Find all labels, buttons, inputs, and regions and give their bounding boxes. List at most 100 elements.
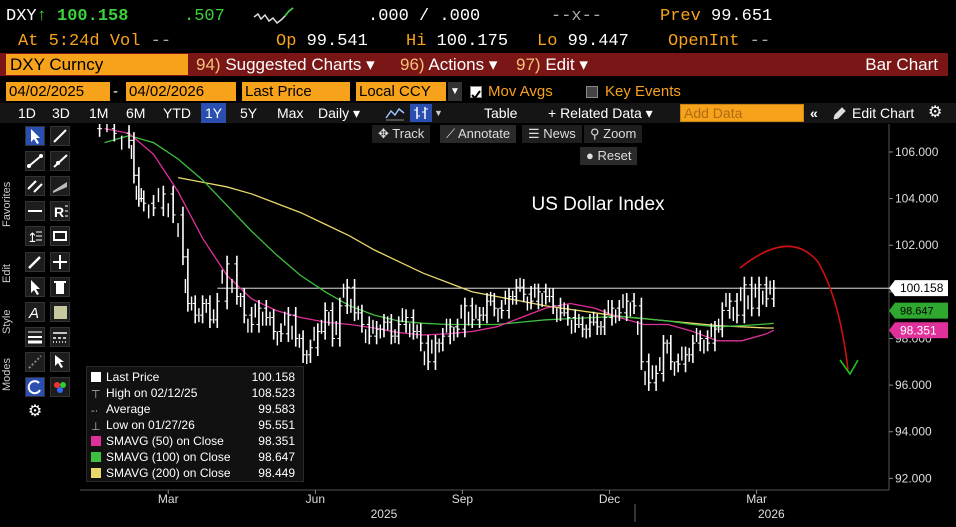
- legend-high[interactable]: ⊤ High on 02/12/25 108.523: [91, 385, 301, 401]
- sparkline-icon: [253, 7, 294, 25]
- add-data-input[interactable]: Add Data: [680, 104, 804, 122]
- actions-num: 96): [400, 55, 425, 74]
- settings-gear-icon[interactable]: ⚙: [27, 403, 43, 420]
- field-select[interactable]: Last Price: [242, 82, 350, 101]
- legend-sma100[interactable]: SMAVG (100) on Close 98.647: [91, 449, 301, 465]
- retracement-tool-icon[interactable]: R: [50, 201, 70, 221]
- channel-tool-icon[interactable]: [25, 176, 45, 196]
- legend-last-label: Last Price: [106, 370, 160, 384]
- legend-sma100-value: 98.647: [258, 450, 295, 464]
- legend-low[interactable]: ⊥ Low on 01/27/26 95.551: [91, 417, 301, 433]
- open-label: Op: [276, 32, 297, 51]
- svg-text:A: A: [28, 305, 39, 321]
- line-tool-icon[interactable]: [50, 126, 70, 146]
- legend-sma50[interactable]: SMAVG (50) on Close 98.351: [91, 433, 301, 449]
- range-ytd[interactable]: YTD: [163, 105, 191, 121]
- ticker: DXY: [6, 7, 37, 26]
- chart-area[interactable]: 92.00094.00096.00098.000100.000102.00010…: [0, 124, 956, 527]
- line-style-icon[interactable]: [50, 327, 70, 347]
- trash-icon[interactable]: [50, 277, 70, 297]
- news-button[interactable]: ☰ News: [522, 125, 582, 143]
- bar-chart-icon[interactable]: [410, 104, 432, 122]
- range-3d[interactable]: 3D: [52, 105, 70, 121]
- x-tick-label: Mar: [158, 492, 179, 506]
- last-price-tag-bg: [889, 280, 948, 297]
- fill-color-icon[interactable]: [50, 302, 70, 322]
- security-field[interactable]: DXY Curncy: [6, 54, 188, 75]
- related-data-button[interactable]: + Related Data ▾: [548, 105, 653, 121]
- chart-style-dropdown-icon[interactable]: ▼: [434, 108, 443, 118]
- last-price-tag: 100.158: [889, 280, 948, 297]
- legend-sma100-label: SMAVG (100) on Close: [106, 450, 231, 464]
- mov-avgs-checkbox[interactable]: [470, 86, 482, 100]
- actions-menu[interactable]: 96) Actions ▾: [400, 54, 497, 75]
- horizontal-line-icon[interactable]: [25, 201, 45, 221]
- svg-text:↥: ↥: [27, 230, 38, 245]
- legend-average-value: 99.583: [258, 402, 295, 416]
- y-tick-label: 104.000: [895, 192, 939, 206]
- range-1y[interactable]: 1Y: [201, 103, 227, 123]
- track-button[interactable]: ✥ Track: [372, 125, 431, 143]
- draw-pen-icon[interactable]: [25, 252, 45, 272]
- currency-select[interactable]: Local CCY: [356, 82, 446, 101]
- suggested-charts-menu[interactable]: 94) Suggested Charts ▾: [196, 54, 375, 75]
- vertical-measure-icon[interactable]: ↥: [25, 226, 45, 246]
- x-tick-label: Dec: [599, 492, 620, 506]
- zoom-button[interactable]: ⚲ Zoom: [584, 125, 643, 143]
- y-tick-label: 106.000: [895, 145, 939, 159]
- select-region-icon[interactable]: [50, 352, 70, 372]
- range-max[interactable]: Max: [277, 105, 304, 121]
- trendline-tool-icon[interactable]: [25, 151, 45, 171]
- x-axis-ticks: Mar Jun Sep Dec Mar 2025 2026: [158, 490, 785, 521]
- edit-menu[interactable]: 97) Edit ▾: [516, 54, 588, 75]
- period-select[interactable]: Daily ▾: [318, 105, 361, 121]
- rectangle-tool-icon[interactable]: [50, 226, 70, 246]
- edit-chart-button[interactable]: Edit Chart: [852, 105, 915, 121]
- crosshair-mode-icon[interactable]: [25, 352, 45, 372]
- chart-type-label[interactable]: Bar Chart: [865, 55, 938, 74]
- menu-bar: DXY Curncy 94) Suggested Charts ▾ 96) Ac…: [0, 53, 948, 76]
- fib-tool-icon[interactable]: [50, 176, 70, 196]
- legend-sma200-value: 98.449: [258, 466, 295, 480]
- last-price-tag-text: 100.158: [900, 281, 944, 295]
- line-weight-icon[interactable]: [25, 327, 45, 347]
- text-style-icon[interactable]: A: [25, 302, 45, 322]
- range-1m[interactable]: 1M: [89, 105, 109, 121]
- end-date-input[interactable]: 04/02/2026: [126, 82, 236, 101]
- range-6m[interactable]: 6M: [126, 105, 146, 121]
- edit-num: 97): [516, 55, 541, 74]
- left-toolbar: Favorites Edit Style Modes R ↥ A ⚙: [0, 124, 74, 424]
- refresh-mode-icon[interactable]: [25, 377, 45, 397]
- cursor-select-icon[interactable]: [25, 277, 45, 297]
- news-icon: ☰: [528, 126, 544, 141]
- high-field: Hi 100.175: [406, 32, 508, 52]
- actions-label: Actions ▾: [428, 55, 498, 74]
- start-date-input[interactable]: 04/02/2025: [6, 82, 110, 101]
- forecast-arc-annotation: [739, 245, 849, 371]
- legend-average-label: Average: [106, 402, 151, 416]
- sma50-tag-text: 98.351: [900, 323, 937, 337]
- key-events-checkbox[interactable]: [586, 86, 598, 98]
- reset-button[interactable]: ● Reset: [580, 147, 638, 165]
- move-tool-icon[interactable]: [50, 252, 70, 272]
- legend-sma200[interactable]: SMAVG (200) on Close 98.449: [91, 465, 301, 481]
- table-button[interactable]: Table: [484, 105, 518, 121]
- annotate-button[interactable]: ⟋ Annotate: [440, 125, 517, 143]
- bid-ask-size: --x--: [551, 7, 603, 26]
- collapse-icon[interactable]: «: [810, 105, 818, 121]
- ray-tool-icon[interactable]: [50, 151, 70, 171]
- range-5y[interactable]: 5Y: [240, 105, 258, 121]
- legend-sma50-swatch: [91, 436, 101, 446]
- legend-average[interactable]: -· Average 99.583: [91, 401, 301, 417]
- gear-icon[interactable]: ⚙: [928, 104, 943, 121]
- reset-icon: ●: [586, 148, 598, 163]
- track-label: Track: [392, 126, 425, 141]
- line-chart-icon[interactable]: [384, 105, 406, 121]
- currency-dropdown-icon[interactable]: ▼: [448, 82, 462, 101]
- color-mode-icon[interactable]: [50, 377, 70, 397]
- cursor-tool-icon[interactable]: [25, 126, 45, 146]
- legend-last-price[interactable]: Last Price 100.158: [91, 369, 301, 385]
- chart-title: US Dollar Index: [531, 194, 665, 215]
- range-1d[interactable]: 1D: [18, 105, 36, 121]
- bid-ask: .000 / .000: [368, 7, 481, 26]
